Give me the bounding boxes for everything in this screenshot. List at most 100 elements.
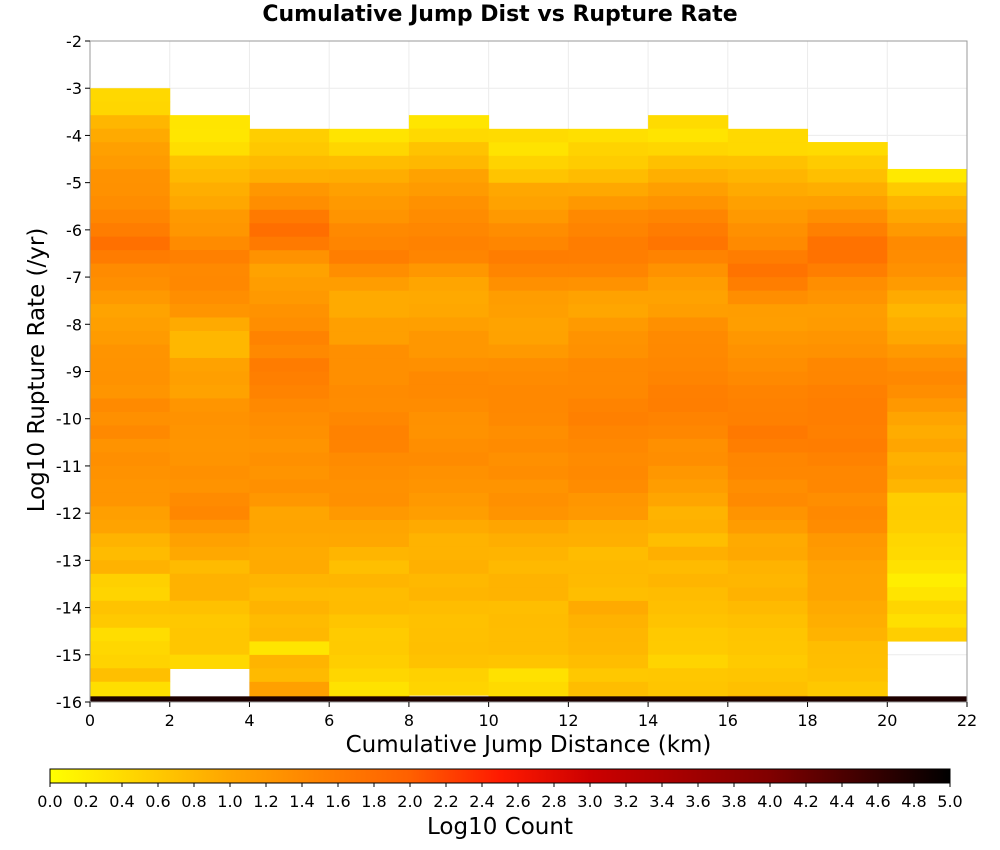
heatmap-cell <box>249 600 330 615</box>
heatmap-cell <box>568 344 649 359</box>
heatmap-cell <box>887 303 968 318</box>
heatmap-cell <box>887 533 968 548</box>
colorbar-tick-label: 4.4 <box>829 792 854 811</box>
heatmap-cell <box>727 479 809 494</box>
x-tick-label: 18 <box>797 711 817 730</box>
heatmap-cell <box>807 479 888 494</box>
colorbar-tick-label: 0.6 <box>145 792 170 811</box>
y-tick-label: -7 <box>66 268 82 287</box>
heatmap-cell <box>329 196 410 211</box>
heatmap-cell <box>648 546 729 561</box>
heatmap-cell <box>169 223 250 238</box>
heatmap-cell <box>408 573 490 588</box>
heatmap-cell <box>408 128 490 143</box>
heatmap-cell <box>648 519 729 534</box>
heatmap-cell <box>887 330 968 345</box>
heatmap-cell <box>169 492 250 507</box>
heatmap-cell <box>488 412 569 427</box>
heatmap-cell <box>249 371 330 386</box>
heatmap-cell <box>807 317 888 332</box>
heatmap-cell <box>887 182 968 197</box>
heatmap-cell <box>408 155 490 170</box>
heatmap-cell <box>169 668 250 669</box>
heatmap-cell <box>90 546 171 561</box>
heatmap-cell <box>249 479 330 494</box>
heatmap-cell <box>329 250 410 265</box>
heatmap-cell <box>90 128 171 143</box>
colorbar-tick-label: 3.6 <box>685 792 710 811</box>
heatmap-cell <box>488 250 569 265</box>
colorbar-tick-label: 1.4 <box>289 792 314 811</box>
heatmap-cell <box>807 546 888 561</box>
heatmap-cell <box>648 330 729 345</box>
heatmap-cell <box>249 169 330 184</box>
heatmap-cell <box>807 519 888 534</box>
colorbar-tick-label: 1.8 <box>361 792 386 811</box>
heatmap-cell <box>807 452 888 467</box>
heatmap-cell <box>90 155 171 170</box>
heatmap-cell <box>807 695 888 697</box>
heatmap-cell <box>648 654 729 669</box>
heatmap-cell <box>249 182 330 197</box>
heatmap-cell <box>249 681 330 696</box>
heatmap-cell <box>249 627 330 642</box>
heatmap-cell <box>807 492 888 507</box>
heatmap-cell <box>249 533 330 548</box>
heatmap-cell <box>727 466 809 481</box>
heatmap-cell <box>727 425 809 440</box>
heatmap-cell <box>568 155 649 170</box>
heatmap-cell <box>568 425 649 440</box>
heatmap-cell <box>408 384 490 399</box>
heatmap-cell <box>488 627 569 642</box>
heatmap-cell <box>568 520 649 534</box>
heatmap-cell <box>329 627 410 642</box>
heatmap-cell <box>329 560 410 575</box>
heatmap-cell <box>568 560 649 575</box>
heatmap-cell <box>488 169 569 184</box>
heatmap-cell <box>90 479 171 494</box>
heatmap-cell <box>807 330 888 345</box>
heatmap-cell <box>807 169 888 184</box>
heatmap-cell <box>568 277 649 292</box>
heatmap-cell <box>568 290 649 305</box>
heatmap-cell <box>568 506 649 521</box>
heatmap-cell <box>329 236 410 251</box>
heatmap-cell <box>249 304 330 319</box>
heatmap-cell <box>887 290 968 305</box>
colorbar-tick-label: 0.0 <box>37 792 62 811</box>
heatmap-cell <box>169 128 250 143</box>
heatmap-cell <box>408 519 490 534</box>
heatmap-cell <box>249 398 330 413</box>
heatmap-cell <box>807 411 888 426</box>
heatmap-cell <box>648 169 729 184</box>
heatmap-cell <box>648 357 729 372</box>
heatmap-cell <box>249 223 330 238</box>
heatmap-cell <box>408 681 490 696</box>
heatmap-cell <box>329 155 410 170</box>
heatmap-cell <box>329 546 410 561</box>
heatmap-cell <box>169 357 250 372</box>
heatmap-cell <box>329 520 410 534</box>
heatmap-cell <box>568 128 649 143</box>
heatmap-cell <box>488 668 569 683</box>
heatmap-cell <box>249 263 330 278</box>
heatmap-cell <box>249 614 330 629</box>
heatmap-cell <box>488 263 569 278</box>
heatmap-cell <box>887 344 968 359</box>
heatmap-cell <box>568 600 649 615</box>
heatmap-cell <box>408 411 490 426</box>
heatmap-cell <box>648 276 729 291</box>
heatmap-cell <box>648 506 729 521</box>
heatmap-cell <box>648 398 729 413</box>
heatmap-cell <box>249 277 330 292</box>
heatmap-cell <box>90 695 171 697</box>
heatmap-cell <box>727 385 809 400</box>
heatmap-cell <box>488 614 569 629</box>
heatmap-cell <box>887 411 968 426</box>
heatmap-cell <box>807 371 888 386</box>
heatmap-cell <box>807 155 888 170</box>
heatmap-cell <box>807 303 888 318</box>
heatmap-cell <box>249 358 330 373</box>
heatmap-cell <box>568 223 649 238</box>
heatmap-cell <box>887 276 968 291</box>
